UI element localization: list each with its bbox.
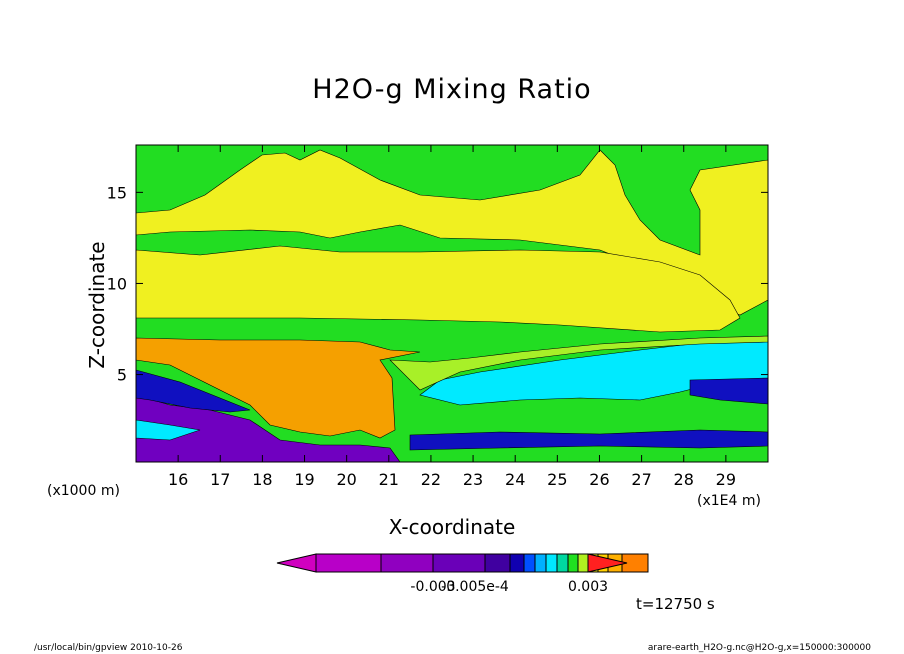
light-green-region [389,335,768,391]
colorbar-segment [556,553,569,573]
x-tick-label: 28 [674,470,694,489]
x-tick-label: 25 [547,470,567,489]
x-tick-label: 17 [210,470,230,489]
colorbar-segment [484,553,511,573]
upper-yellow-region [136,149,768,316]
colorbar-left-arrow [276,553,317,573]
y-tick-label: 10 [107,274,127,293]
x-tick-label: 19 [294,470,314,489]
contour-plot [136,145,768,462]
x-tick-label: 29 [716,470,736,489]
colorbar-segment [315,553,382,573]
orange-region [136,337,421,439]
y-tick-label: 15 [107,183,127,202]
x-axis-label: X-coordinate [388,515,516,539]
x-tick-label: 24 [505,470,525,489]
y-axis: 5 10 15 [107,183,768,385]
x-units-left-label: (x1000 m) [47,483,120,499]
colorbar-segment [523,553,536,573]
x-tick-label: 20 [336,470,356,489]
x-axis: 16 17 18 19 20 21 22 23 24 25 26 27 28 29 [168,145,736,489]
blue-right-patch [689,377,768,405]
x-units-right-label: (x1E4 m) [697,493,761,509]
colorbar-segment [534,553,547,573]
footer-path-date: /usr/local/bin/gpview 2010-10-26 [34,643,183,653]
colorbar-segment [577,553,589,573]
colorbar-segment [432,553,486,573]
x-tick-label: 18 [252,470,272,489]
colorbar-right-arrow [587,553,628,573]
colorbar-segment [567,553,579,573]
colorbar: -0.003-0.005e-4 0.003 [276,553,649,595]
x-tick-label: 26 [589,470,609,489]
x-tick-label: 22 [421,470,441,489]
blue-band [136,369,251,413]
colorbar-tick-label: -0.005e-4 [441,579,509,595]
mid-yellow-region [136,245,741,333]
x-tick-label: 27 [631,470,651,489]
cyan-region [419,339,768,406]
colorbar-segment [380,553,434,573]
x-tick-label: 16 [168,470,188,489]
colorbar-segment [545,553,558,573]
cyan-lower-patch [136,419,201,441]
colorbar-tick-label: -0.003 [410,579,455,595]
x-tick-label: 21 [379,470,399,489]
chart-title: H2O-g Mixing Ratio [312,74,592,105]
blue-lower-band [409,429,768,451]
time-label: t=12750 s [636,595,715,613]
plot-frame [135,144,769,463]
y-tick-label: 5 [117,366,127,385]
colorbar-tick-label: 0.003 [568,579,608,595]
footer-source: arare-earth_H2O-g.nc@H2O-g,x=150000:3000… [647,643,871,653]
x-tick-label: 23 [463,470,483,489]
colorbar-segment [509,553,525,573]
